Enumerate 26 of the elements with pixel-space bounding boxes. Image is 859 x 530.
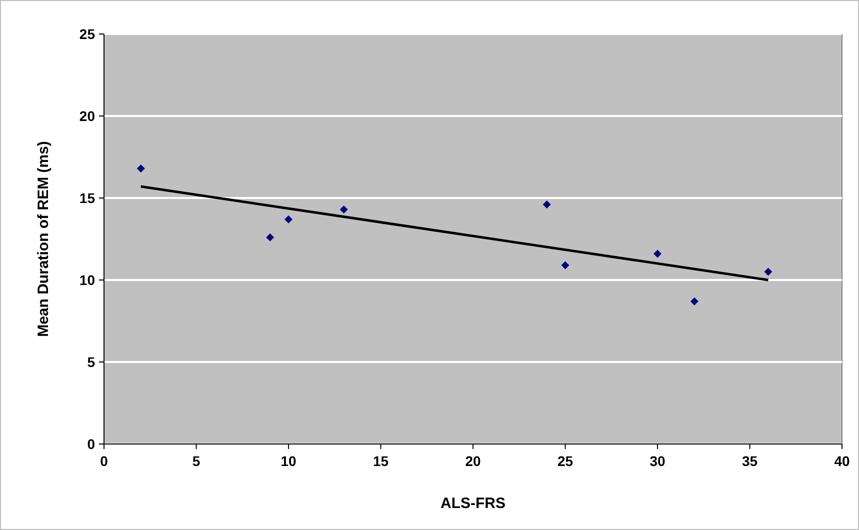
x-axis-title: ALS-FRS <box>440 495 506 512</box>
point <box>266 233 274 242</box>
point <box>690 297 698 306</box>
x-tick-label: 10 <box>280 453 296 469</box>
x-tick-label: 25 <box>557 453 574 469</box>
point <box>764 268 772 276</box>
x-tick-label: 5 <box>192 453 200 469</box>
point <box>136 164 145 172</box>
y-tick-label: 20 <box>79 108 96 124</box>
y-tick-label: 10 <box>79 272 96 288</box>
x-tick-label: 30 <box>650 453 666 469</box>
point <box>284 215 292 224</box>
y-tick-label: 25 <box>79 26 96 42</box>
y-tick-label: 15 <box>79 190 96 206</box>
x-tick-label: 0 <box>100 453 108 469</box>
x-tick-label: 35 <box>742 453 758 469</box>
point <box>561 261 570 270</box>
x-tick-label: 40 <box>834 453 850 469</box>
x-tick-label: 15 <box>372 453 389 469</box>
x-tick-label: 20 <box>465 453 481 469</box>
y-tick-label: 5 <box>87 354 96 370</box>
point <box>542 200 551 209</box>
point <box>654 250 662 258</box>
point <box>340 205 348 214</box>
y-axis-title: Mean Duration of REM (ms) <box>35 141 52 337</box>
y-tick-label: 0 <box>87 436 96 452</box>
